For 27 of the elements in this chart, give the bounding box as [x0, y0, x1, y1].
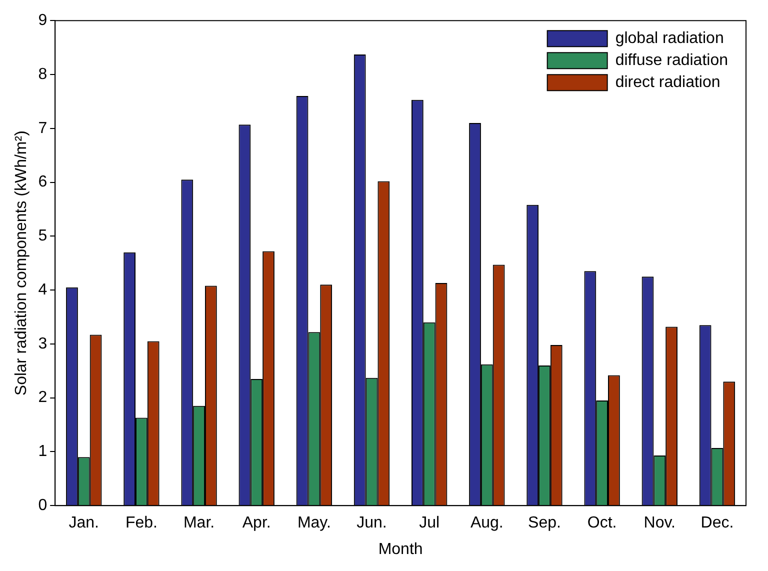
x-tick-label: Mar. — [183, 514, 215, 532]
y-tick-label: 8 — [38, 66, 48, 83]
x-tick-label: Jul — [419, 514, 440, 532]
x-tick-label: Jan. — [68, 514, 100, 532]
x-tick-label: Jun. — [356, 514, 387, 532]
y-tick-label: 6 — [38, 174, 48, 191]
x-tick-label: Aug. — [470, 514, 504, 532]
x-tick-label: Dec. — [700, 514, 734, 532]
y-tick-label: 5 — [38, 228, 48, 245]
y-tick-label: 3 — [38, 335, 48, 352]
y-tick-label: 0 — [38, 497, 48, 514]
y-tick-label: 9 — [38, 12, 48, 30]
legend-label: direct radiation — [615, 74, 720, 92]
x-tick-label: May. — [297, 514, 331, 532]
x-tick-label: Sep. — [528, 514, 561, 532]
x-axis-title: Month — [378, 540, 423, 558]
y-axis-title: Solar radiation components (kWh/m²) — [13, 130, 30, 396]
x-tick-label: Apr. — [242, 514, 271, 532]
x-tick-label: Nov. — [644, 514, 676, 532]
y-tick-label: 2 — [38, 389, 48, 406]
x-tick-label: Oct. — [587, 514, 617, 532]
y-tick-label: 7 — [38, 120, 48, 137]
y-tick-label: 4 — [38, 281, 48, 298]
legend-label: global radiation — [615, 30, 724, 48]
x-tick-label: Feb. — [125, 514, 158, 532]
legend-label: diffuse radiation — [615, 52, 728, 70]
y-tick-label: 1 — [38, 443, 48, 460]
